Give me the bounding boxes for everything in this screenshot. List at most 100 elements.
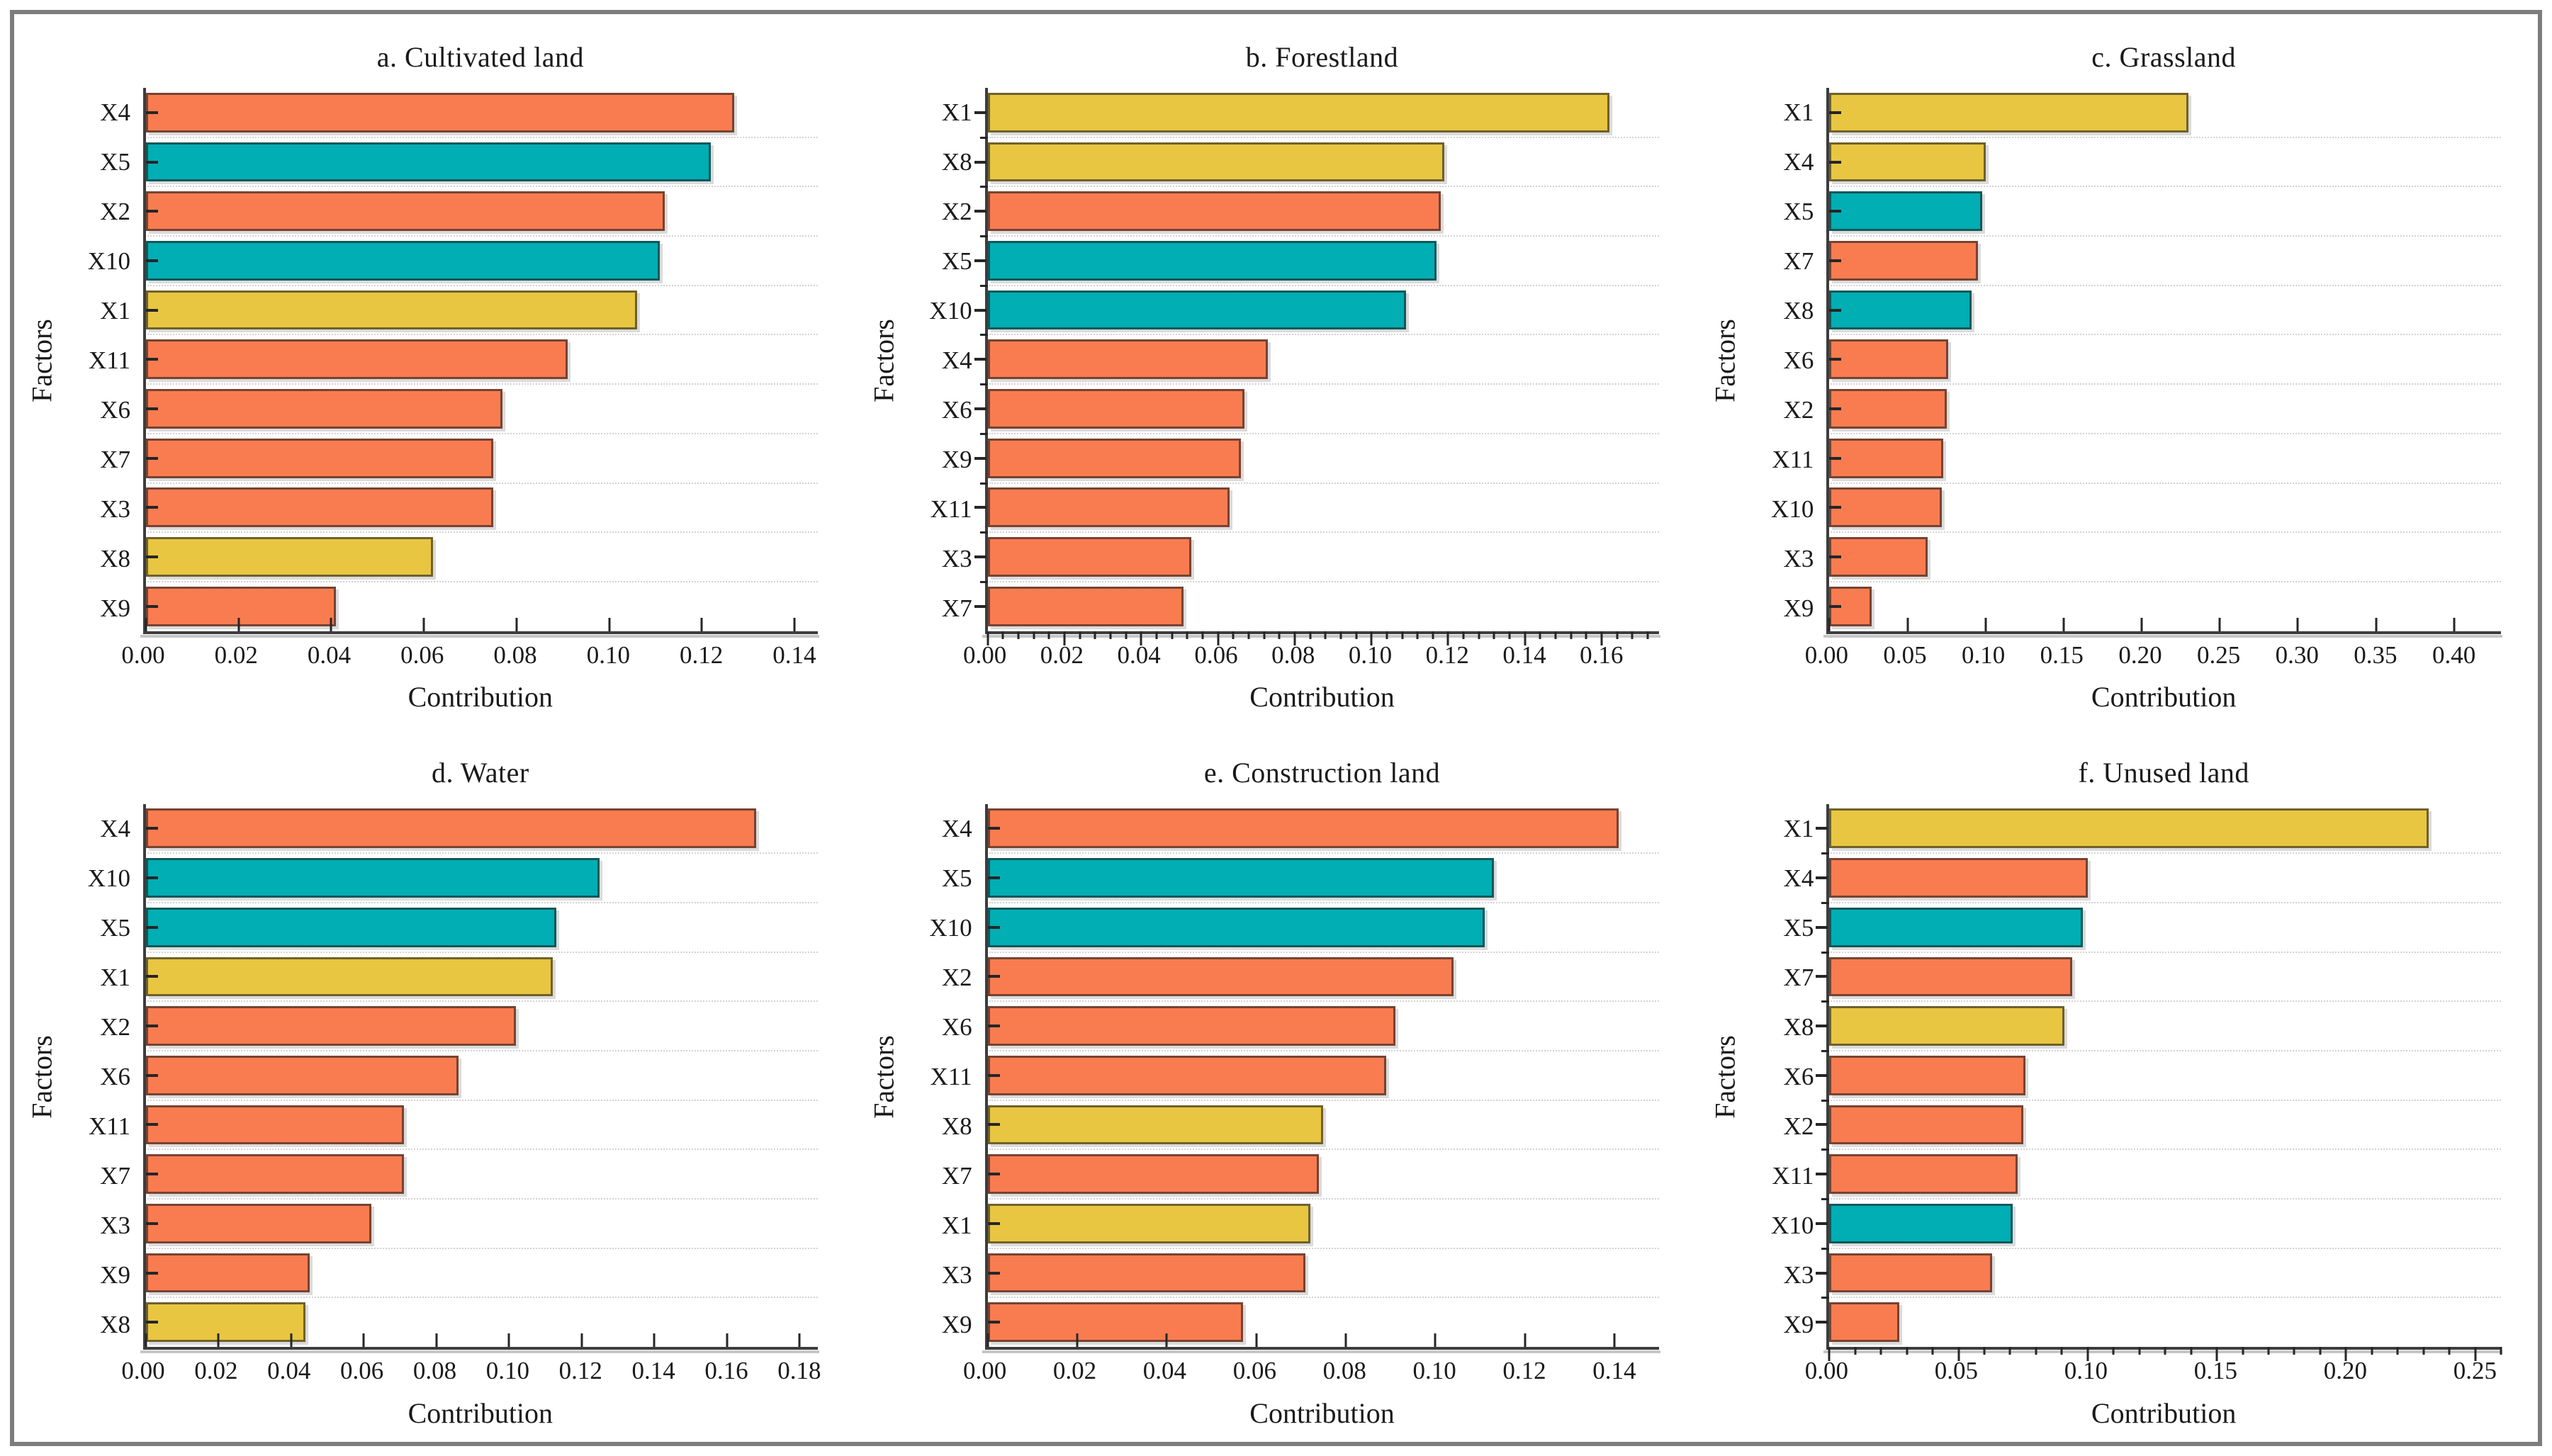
category-label-x11: X11 [930, 1062, 972, 1090]
bar-row-x5 [146, 137, 818, 188]
category-label-x4: X4 [100, 814, 130, 842]
bar-x11 [146, 1105, 404, 1145]
x-tick-label: 0.12 [1425, 640, 1469, 669]
x-tick [986, 1333, 989, 1347]
bar-row-x7 [1816, 952, 2501, 1003]
bar-row-x6 [1829, 334, 2501, 385]
y-axis-label-text: Factors [26, 1034, 58, 1119]
x-tick-label: 0.14 [631, 1357, 675, 1384]
y-tick [146, 1073, 158, 1077]
x-tick-labels: 0.00 0.02 0.04 0.06 0.08 0.10 0.12 0.14 [121, 634, 818, 674]
bar-row-x9 [974, 434, 1660, 485]
x-tick-label: 0.04 [1117, 640, 1161, 669]
x-tick [1828, 1347, 1831, 1361]
bar-x5 [1829, 907, 2083, 947]
category-label-x3: X3 [100, 1211, 130, 1239]
panel-title: f. Unused land [2078, 757, 2249, 789]
category-label-x8: X8 [941, 148, 972, 176]
x-tick-label: 0.30 [2275, 640, 2319, 669]
figure-grid: a. Cultivated land Factors X4 X5 X2 X10 X1 X11 X… [24, 26, 2531, 1436]
category-label-x9: X9 [100, 594, 130, 623]
bar-x10 [1829, 1203, 2013, 1243]
x-tick [1293, 631, 1296, 645]
x-minor-tick [1616, 631, 1619, 639]
plot-area [982, 803, 1660, 1353]
x-tick-label: 0.08 [1271, 640, 1315, 669]
x-tick-label: 0.04 [307, 640, 352, 669]
y-axis-label-text: Factors [1709, 1034, 1741, 1119]
y-tick [987, 1073, 1000, 1077]
bar-x5 [1829, 191, 1983, 232]
bar-row-x5 [1816, 903, 2501, 954]
bar-row-x9 [1816, 1297, 2501, 1347]
bar-x8 [1829, 1006, 2064, 1046]
y-tick [1829, 358, 1842, 361]
x-tick [2296, 617, 2299, 631]
y-tick [987, 1173, 1000, 1176]
x-tick-label: 0.10 [1348, 640, 1393, 669]
bar-row-x10 [974, 286, 1660, 337]
category-label-x1: X1 [1783, 98, 1814, 127]
y-minor-tick [979, 186, 988, 188]
x-tick-label: 0.00 [121, 1357, 165, 1384]
x-tick [1217, 631, 1220, 645]
x-tick [793, 617, 796, 631]
bar-x10 [146, 858, 600, 898]
y-tick [146, 827, 158, 830]
category-label-x2: X2 [941, 198, 972, 226]
plot-area [1816, 803, 2502, 1361]
bar-x3 [1829, 537, 1928, 577]
bar-x4 [1829, 858, 2088, 898]
y-tick [1816, 876, 1828, 880]
bar-x5 [987, 858, 1494, 898]
bar-x10 [987, 290, 1406, 330]
x-axis-label: Contribution [1249, 681, 1395, 713]
y-tick [1829, 111, 1842, 114]
x-minor-tick [1879, 1347, 1882, 1355]
x-tick-label: 0.00 [963, 1357, 1007, 1384]
y-axis-label: Factors [1707, 88, 1743, 634]
x-tick [2453, 617, 2456, 631]
x-tick [2215, 1347, 2218, 1361]
y-minor-tick [1821, 852, 1830, 855]
bar-row-x4 [146, 88, 818, 138]
bar-row-x3 [1829, 532, 2501, 582]
category-label-x6: X6 [1783, 1062, 1814, 1090]
y-tick [1816, 1123, 1828, 1127]
x-tick-label: 0.08 [493, 640, 537, 669]
bar-x1 [987, 92, 1609, 132]
bar-x11 [1829, 438, 1944, 478]
y-tick [146, 407, 158, 410]
bar-row-x4 [987, 804, 1660, 854]
bar-x10 [146, 241, 661, 281]
y-minor-tick [979, 284, 988, 287]
bar-x6 [146, 389, 503, 429]
bar-row-x6 [146, 1051, 818, 1101]
bar-row-x11 [146, 334, 818, 385]
x-tick-label: 0.04 [1142, 1357, 1187, 1384]
x-tick [1524, 1333, 1527, 1347]
category-label-x4: X4 [1783, 148, 1814, 176]
category-label-x3: X3 [1783, 1260, 1814, 1289]
x-minor-tick [1416, 631, 1419, 639]
x-tick [1344, 1333, 1347, 1347]
bar-row-x11 [974, 483, 1660, 534]
category-label-x9: X9 [941, 1310, 972, 1338]
x-minor-tick [1247, 631, 1250, 639]
y-tick [1829, 506, 1842, 509]
x-tick [2474, 1347, 2477, 1361]
bar-x6 [987, 389, 1245, 429]
category-labels: X1 X8 X2 X5 X10 X4 X6 X9 X11 X3 X7 [901, 88, 985, 634]
x-minor-tick [1646, 631, 1649, 639]
category-label-x3: X3 [941, 1260, 972, 1289]
x-tick-label: 0.20 [2118, 640, 2162, 669]
category-label-x1: X1 [1783, 814, 1814, 842]
x-tick-label: 0.18 [777, 1357, 821, 1384]
x-tick [1165, 1333, 1168, 1347]
y-axis-label: Factors [1707, 804, 1743, 1350]
bar-x3 [987, 537, 1191, 577]
y-axis-label-text: Factors [867, 319, 900, 403]
y-tick [1816, 925, 1828, 929]
category-label-x6: X6 [1783, 346, 1814, 375]
x-tick-label: 0.05 [1934, 1357, 1978, 1384]
